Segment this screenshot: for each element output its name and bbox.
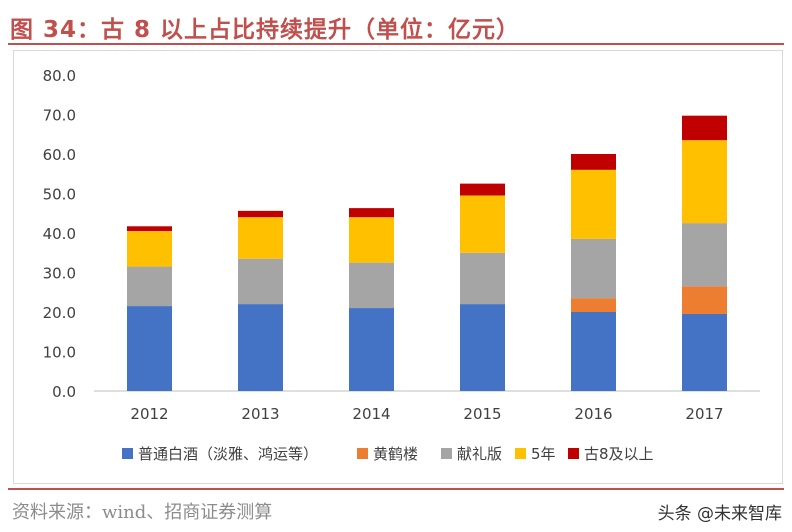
bar-segment-2017-3 (682, 140, 727, 224)
bar-segment-2017-2 (682, 223, 727, 287)
bar-segment-2017-0 (682, 313, 727, 391)
bar-segment-2016-0 (571, 312, 616, 391)
watermark: 头条 @未来智库 (657, 504, 782, 524)
bar-segment-2016-3 (571, 169, 616, 239)
legend-swatch (515, 448, 526, 459)
legend-label: 献礼版 (457, 445, 502, 463)
legend-swatch (357, 448, 368, 459)
figure-title: 图 34：古 8 以上占比持续提升（单位：亿元） (10, 17, 521, 43)
bar-segment-2016-1 (571, 298, 616, 312)
chart-area: 0.0 10.0 20.0 30.0 40.0 50.0 60.0 70.0 80.0 2012 2… (13, 50, 783, 484)
bar-segment-2017-4 (682, 115, 727, 141)
bar-segment-2013-2 (238, 258, 283, 305)
legend-swatch (122, 448, 133, 459)
bar-segment-2017-1 (682, 286, 727, 314)
legend-label: 5年 (531, 445, 556, 463)
y-tick-label: 80.0 (43, 67, 76, 85)
x-tick-label: 2016 (574, 405, 612, 423)
bar-segment-2012-2 (127, 266, 172, 307)
bar-segment-2014-2 (349, 262, 394, 309)
bar-segment-2015-3 (460, 195, 505, 253)
bar-segment-2015-4 (460, 183, 505, 196)
y-tick-label: 40.0 (43, 225, 76, 243)
legend-label: 普通白酒（淡雅、鸿运等） (138, 445, 318, 463)
bar-segment-2013-4 (238, 210, 283, 218)
y-tick-label: 60.0 (43, 146, 76, 164)
x-tick-label: 2015 (463, 405, 501, 423)
x-tick-label: 2012 (130, 405, 168, 423)
bar-segment-2013-0 (238, 304, 283, 391)
y-tick-label: 70.0 (43, 107, 76, 125)
legend-label: 黄鹤楼 (373, 445, 418, 463)
bar-segment-2013-3 (238, 217, 283, 259)
bar-segment-2012-4 (127, 226, 172, 232)
bar-segment-2012-0 (127, 306, 172, 391)
y-tick-label: 20.0 (43, 304, 76, 322)
title-rule-top (8, 43, 784, 45)
bar-segment-2014-0 (349, 308, 394, 391)
y-tick-label: 10.0 (43, 344, 76, 362)
title-rule-bottom (8, 488, 784, 490)
bar-segment-2015-2 (460, 252, 505, 305)
x-tick-label: 2013 (241, 405, 279, 423)
x-tick-label: 2014 (352, 405, 390, 423)
bar-segment-2016-4 (571, 154, 616, 170)
bar-segment-2015-0 (460, 304, 505, 391)
bar-segment-2014-4 (349, 208, 394, 218)
source-note: 资料来源：wind、招商证券测算 (12, 502, 273, 523)
bar-segment-2012-3 (127, 231, 172, 267)
y-tick-label: 0.0 (52, 383, 76, 401)
x-tick-label: 2017 (685, 405, 723, 423)
legend-swatch (568, 448, 579, 459)
y-tick-label: 30.0 (43, 265, 76, 283)
bar-segment-2016-2 (571, 238, 616, 299)
legend-swatch (441, 448, 452, 459)
bar-segment-2014-3 (349, 217, 394, 263)
stacked-bar-chart: 0.0 10.0 20.0 30.0 40.0 50.0 60.0 70.0 80.0 2012 2… (43, 67, 760, 463)
legend-label: 古8及以上 (584, 445, 654, 463)
y-tick-label: 50.0 (43, 186, 76, 204)
